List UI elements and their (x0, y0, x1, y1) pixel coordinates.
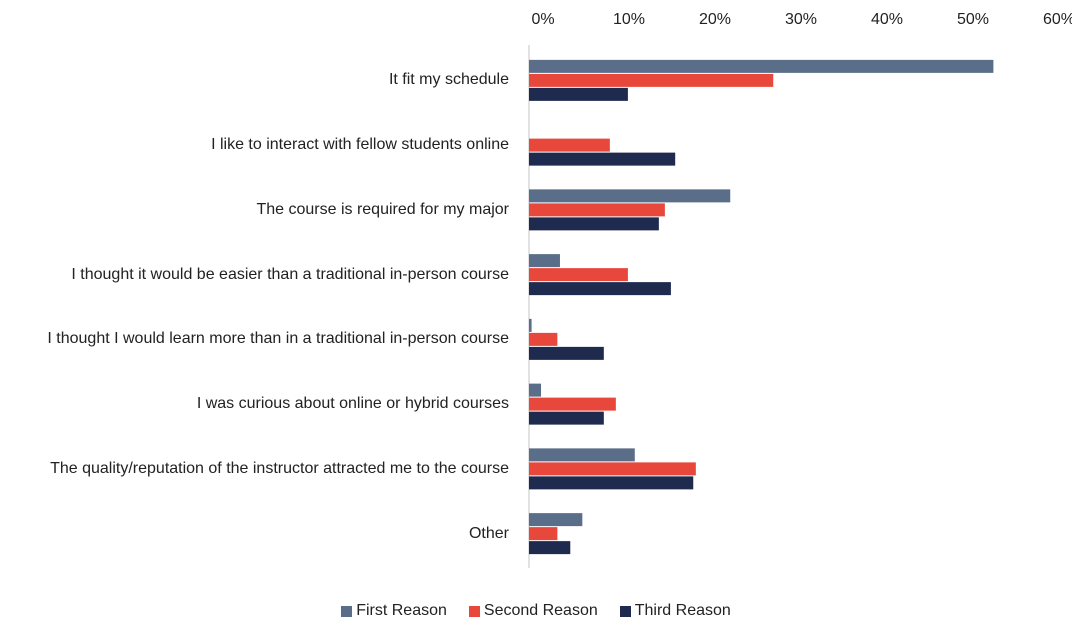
bar (529, 476, 694, 490)
category-text: It fit my schedule (388, 71, 509, 89)
legend-swatch (341, 605, 353, 617)
category-label: I thought I would learn more than in a t… (47, 328, 509, 350)
category-label: The quality/reputation of the instructor… (50, 458, 509, 480)
x-tick-label: 0% (531, 11, 554, 28)
category-text: Other (468, 524, 509, 542)
bar (529, 383, 542, 397)
category-text: The course is required for my major (256, 200, 509, 218)
category-label: It fit my schedule (389, 69, 509, 91)
category-label: Other (469, 523, 509, 545)
bar (529, 332, 558, 346)
category-text: The quality/reputation of the instructor… (50, 459, 509, 477)
category-text: I thought it would be easier than a trad… (71, 265, 509, 283)
bar (529, 217, 659, 231)
x-tick-label: 10% (613, 11, 645, 28)
bar (529, 73, 774, 87)
legend-item: First Reason (341, 602, 447, 620)
legend-label: Second Reason (483, 602, 598, 619)
bar (529, 411, 604, 425)
category-label: I thought it would be easier than a trad… (71, 264, 509, 286)
x-tick-label: 20% (699, 11, 731, 28)
category-text: I thought I would learn more than in a t… (47, 330, 509, 348)
x-tick-label: 50% (957, 11, 989, 28)
legend-label: First Reason (356, 602, 447, 619)
legend: First Reason Second Reason Third Reason (0, 602, 1072, 620)
x-tick-label: 30% (785, 11, 817, 28)
bar (529, 541, 571, 555)
bar (529, 462, 696, 476)
category-label: The course is required for my major (256, 199, 509, 221)
legend-swatch (619, 605, 631, 617)
bar (529, 527, 558, 541)
bar (529, 346, 604, 360)
legend-label: Third Reason (634, 602, 731, 619)
bar (529, 397, 616, 411)
bar (529, 189, 731, 203)
legend-swatch (468, 605, 480, 617)
legend-item: Second Reason (468, 602, 598, 620)
bar (529, 152, 676, 166)
x-tick-label: 60% (1043, 11, 1072, 28)
bar (529, 87, 628, 101)
bar (529, 513, 583, 527)
bar (529, 138, 610, 152)
bar (529, 268, 628, 282)
x-tick-label: 40% (871, 11, 903, 28)
bar (529, 318, 532, 332)
category-label: I like to interact with fellow students … (211, 134, 509, 156)
bar (529, 203, 665, 217)
bar (529, 282, 671, 296)
legend-item: Third Reason (619, 602, 731, 620)
category-label: I was curious about online or hybrid cou… (197, 393, 509, 415)
bar (529, 59, 994, 73)
category-text: I was curious about online or hybrid cou… (196, 395, 509, 413)
bar (529, 254, 560, 268)
bar (529, 448, 635, 462)
category-text: I like to interact with fellow students … (211, 136, 509, 154)
